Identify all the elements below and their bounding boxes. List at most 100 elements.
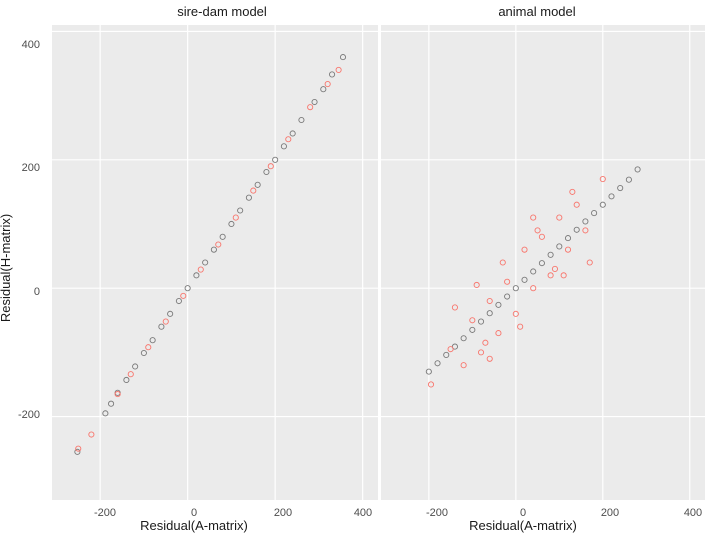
data-point <box>634 166 641 173</box>
y-tick-label: 400 <box>22 39 40 51</box>
data-point <box>88 431 95 438</box>
data-point <box>499 259 506 266</box>
data-point <box>599 201 606 208</box>
data-point <box>285 136 292 143</box>
x-tick-label: 200 <box>601 507 619 519</box>
data-point <box>307 104 314 111</box>
data-point <box>184 285 191 292</box>
data-point <box>140 349 147 357</box>
data-point <box>556 243 563 250</box>
data-point <box>486 297 493 305</box>
data-point <box>482 339 489 346</box>
data-point <box>451 343 458 350</box>
data-point <box>267 163 274 170</box>
data-point <box>460 362 467 369</box>
data-point <box>324 81 331 88</box>
panel-background <box>381 25 705 500</box>
data-point <box>573 201 580 208</box>
data-point <box>202 259 209 266</box>
data-point <box>556 214 563 221</box>
data-point <box>551 265 559 272</box>
data-point <box>521 276 528 283</box>
y-tick-label: 200 <box>22 162 40 174</box>
data-point <box>530 268 537 275</box>
data-point <box>232 214 239 221</box>
y-tick-label: 0 <box>34 286 40 298</box>
data-point <box>162 318 169 325</box>
data-point <box>495 330 502 337</box>
data-point <box>123 376 130 384</box>
data-point <box>486 355 493 362</box>
data-point <box>289 130 296 137</box>
data-point <box>158 323 165 330</box>
data-point <box>180 292 187 299</box>
panel-left <box>52 25 378 500</box>
data-point <box>145 344 152 351</box>
x-axis-left: -200 0 200 400 <box>94 507 372 519</box>
data-point <box>210 246 217 253</box>
data-point <box>538 233 545 240</box>
data-point <box>469 317 476 324</box>
data-point <box>219 233 226 240</box>
data-point <box>127 371 134 378</box>
x-tick-label: 0 <box>520 507 526 519</box>
x-tick-label: 200 <box>274 507 292 519</box>
data-point <box>197 266 204 273</box>
data-point <box>530 214 537 221</box>
data-point <box>228 220 235 228</box>
data-point <box>250 187 257 194</box>
data-point <box>530 285 537 292</box>
data-point <box>280 143 287 150</box>
x-tick-label: 400 <box>684 507 702 519</box>
data-point <box>149 337 156 344</box>
data-point <box>486 310 493 317</box>
data-point <box>298 116 305 124</box>
data-point <box>320 86 327 93</box>
y-tick-label: -200 <box>18 409 40 421</box>
data-point <box>512 285 519 292</box>
data-point <box>263 168 270 176</box>
data-point <box>573 226 580 233</box>
x-axis-title-left: Residual(A-matrix) <box>140 518 248 533</box>
data-point <box>329 71 336 78</box>
data-point <box>477 349 485 356</box>
data-point <box>617 184 624 192</box>
data-point <box>599 176 606 183</box>
data-point <box>569 188 576 195</box>
data-point <box>517 323 524 330</box>
data-point <box>521 246 528 253</box>
data-point <box>504 278 511 285</box>
data-point <box>608 193 615 200</box>
data-point <box>132 363 139 370</box>
data-point <box>272 156 279 163</box>
data-point <box>443 351 450 358</box>
y-axis-title: Residual(H-matrix) <box>0 214 13 322</box>
data-point <box>254 181 261 188</box>
data-point <box>215 241 222 248</box>
data-point <box>473 281 480 289</box>
panel-title-left: sire-dam model <box>177 4 267 19</box>
data-point <box>335 66 342 73</box>
data-point <box>547 251 554 258</box>
data-point <box>311 98 318 106</box>
data-point <box>114 391 121 398</box>
x-tick-label: -200 <box>426 507 448 519</box>
data-point <box>560 272 567 279</box>
y-axis-left: 400 200 0 -200 <box>18 39 40 421</box>
data-point <box>193 272 200 279</box>
data-point <box>175 297 182 305</box>
data-point <box>339 54 347 61</box>
data-point <box>512 310 519 317</box>
data-point <box>74 448 81 455</box>
data-point <box>460 335 467 342</box>
data-point <box>582 227 589 234</box>
x-axis-title-right: Residual(A-matrix) <box>469 518 577 533</box>
data-point <box>495 301 502 308</box>
data-point <box>451 304 458 311</box>
x-tick-label: -200 <box>94 507 116 519</box>
data-point <box>586 259 593 266</box>
panel-background <box>52 25 378 500</box>
data-point <box>237 207 244 214</box>
data-point <box>425 368 432 375</box>
